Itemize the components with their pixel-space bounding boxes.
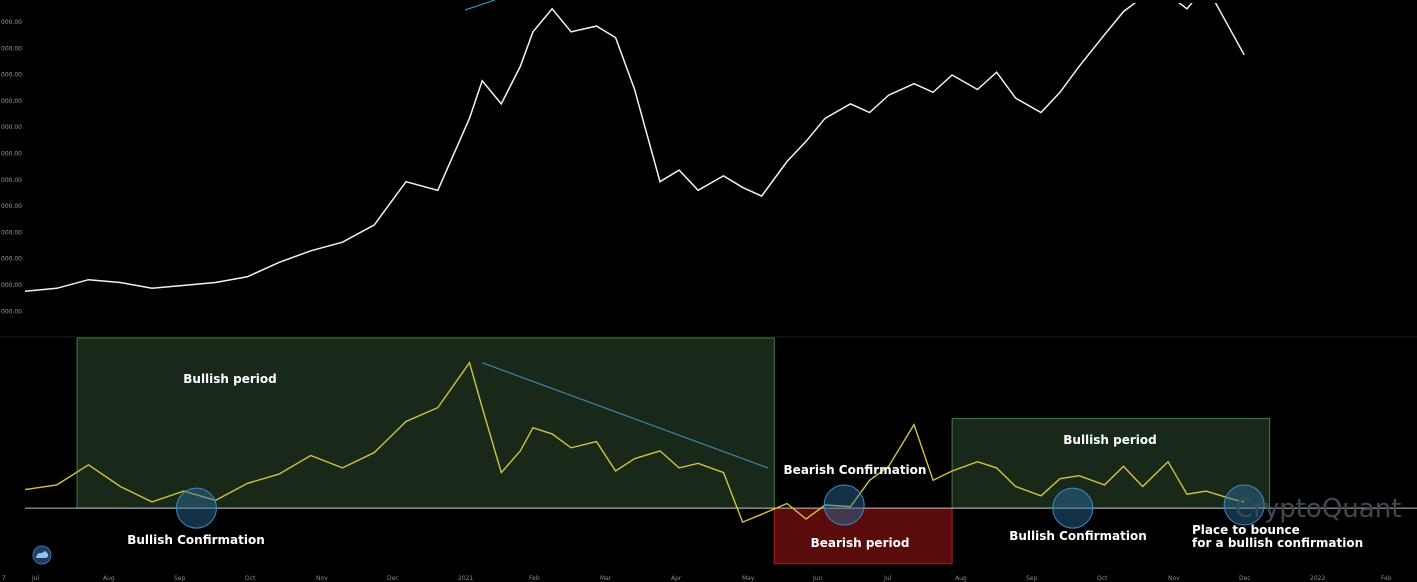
y-tick-label: 000.00 <box>1 203 22 210</box>
place-to-bounce-label-2: for a bullish confirmation <box>1192 536 1363 550</box>
bearish-period-label: Bearish period <box>811 536 910 550</box>
y-tick-label: 000.00 <box>1 124 22 131</box>
y-tick-label: 000.00 <box>1 282 22 289</box>
x-tick-label: Jul <box>883 575 892 582</box>
x-tick-label: 2021 <box>458 575 473 582</box>
indicator-panel <box>24 337 1417 565</box>
indicator-line <box>24 361 1245 524</box>
x-tick-label: Dec <box>387 575 399 582</box>
confirmation-circle-3 <box>1052 487 1094 529</box>
y-tick-label: 000.00 <box>1 256 22 263</box>
x-axis: 7 Jul Aug Sep Oct Nov Dec 2021 Feb Mar Apr May Jun Ju… <box>2 575 1392 582</box>
x-tick-label: Sep <box>1026 575 1038 582</box>
upper-trend-line <box>464 0 496 11</box>
y-tick-label: 000.00 <box>1 72 22 79</box>
x-tick-label: 7 <box>2 575 6 582</box>
x-tick-label: Oct <box>1097 575 1108 582</box>
indicator-trend-line <box>481 362 769 469</box>
place-to-bounce-label-1: Place to bounce <box>1192 523 1300 537</box>
bullish-confirmation-label-2: Bullish Confirmation <box>1009 529 1147 543</box>
price-line <box>24 3 1245 292</box>
y-axis: 000.00 000.00 000.00 000.00 000.00 000.00 000.… <box>1 19 22 315</box>
x-tick-label: May <box>742 575 755 582</box>
bullish-confirmation-label-1: Bullish Confirmation <box>127 533 265 547</box>
x-tick-label: Apr <box>671 575 682 582</box>
x-tick-label: Dec <box>1239 575 1251 582</box>
cryptoquant-logo-icon <box>32 545 52 565</box>
x-tick-label: 2022 <box>1310 575 1325 582</box>
x-tick-label: Aug <box>103 575 115 582</box>
x-tick-label: Nov <box>316 575 328 582</box>
bullish-period-box-2 <box>951 417 1271 509</box>
x-tick-label: Oct <box>245 575 256 582</box>
y-tick-label: 000.00 <box>1 19 22 26</box>
y-tick-label: 000.00 <box>1 229 22 236</box>
confirmation-circle-1 <box>175 487 217 529</box>
confirmation-circle-4 <box>1223 484 1265 526</box>
x-tick-label: Jul <box>31 575 40 582</box>
bearish-confirmation-label: Bearish Confirmation <box>784 463 927 477</box>
bullish-period-label-1: Bullish period <box>183 372 277 386</box>
confirmation-circle-2 <box>823 484 865 526</box>
x-tick-label: Mar <box>600 575 612 582</box>
bullish-period-label-2: Bullish period <box>1063 433 1157 447</box>
x-tick-label: Nov <box>1168 575 1180 582</box>
y-tick-label: 000.00 <box>1 308 22 315</box>
y-tick-label: 000.00 <box>1 151 22 158</box>
x-tick-label: Sep <box>174 575 186 582</box>
bullish-period-box-1 <box>76 337 775 509</box>
x-tick-label: Aug <box>955 575 967 582</box>
watermark: CryptoQuant <box>1235 494 1401 524</box>
y-tick-label: 000.00 <box>1 98 22 105</box>
price-panel <box>24 0 1245 292</box>
y-tick-label: 000.00 <box>1 177 22 184</box>
x-tick-label: Feb <box>1381 575 1392 582</box>
x-tick-label: Jun <box>812 575 823 582</box>
y-tick-label: 000.00 <box>1 45 22 52</box>
x-tick-label: Feb <box>529 575 540 582</box>
